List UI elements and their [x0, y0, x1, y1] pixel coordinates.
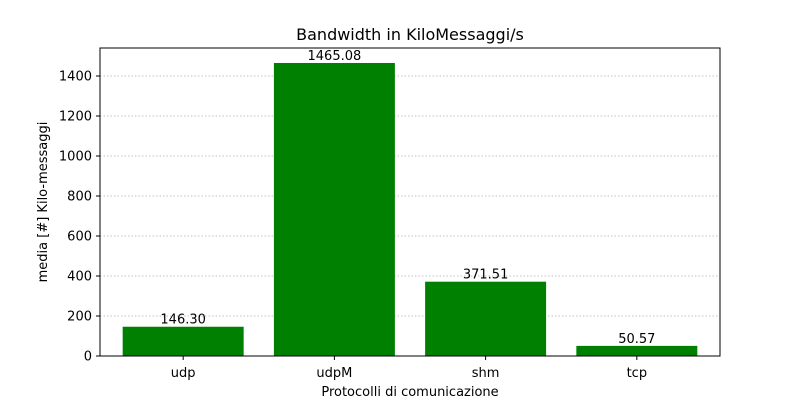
bar-udpM — [273, 62, 395, 356]
y-tick-label: 800 — [67, 190, 92, 205]
bar-value-label: 50.57 — [618, 332, 655, 347]
y-tick-label: 0 — [84, 350, 92, 365]
y-tick-label: 600 — [67, 230, 92, 245]
y-axis-label: media [#] Kilo-messaggi — [36, 122, 51, 283]
bar-value-label: 146.30 — [160, 313, 206, 328]
bar-shm — [425, 281, 547, 356]
chart-title: Bandwidth in KiloMessaggi/s — [296, 25, 524, 44]
bar-value-label: 371.51 — [463, 268, 509, 283]
x-tick-label: shm — [472, 366, 500, 381]
y-axis-ticks: 0 200 400 600 800 1000 1200 1400 — [59, 70, 100, 365]
bar-value-labels: 146.30 1465.08 371.51 50.57 — [160, 49, 655, 347]
x-tick-label: udp — [171, 366, 196, 381]
y-tick-label: 1000 — [59, 150, 92, 165]
plot-frame — [99, 47, 721, 357]
x-tick-label: tcp — [627, 366, 648, 381]
bar-tcp — [576, 345, 698, 356]
bar-udp — [122, 326, 244, 356]
bar-value-label: 1465.08 — [308, 49, 362, 64]
bars-group — [122, 62, 698, 356]
y-tick-label: 1400 — [59, 70, 92, 85]
y-tick-label: 200 — [67, 310, 92, 325]
x-axis-label: Protocolli di comunicazione — [321, 385, 498, 400]
y-tick-label: 1200 — [59, 110, 92, 125]
x-tick-label: udpM — [316, 366, 352, 381]
x-axis-ticks: udp udpM shm tcp — [171, 356, 647, 381]
y-tick-label: 400 — [67, 270, 92, 285]
